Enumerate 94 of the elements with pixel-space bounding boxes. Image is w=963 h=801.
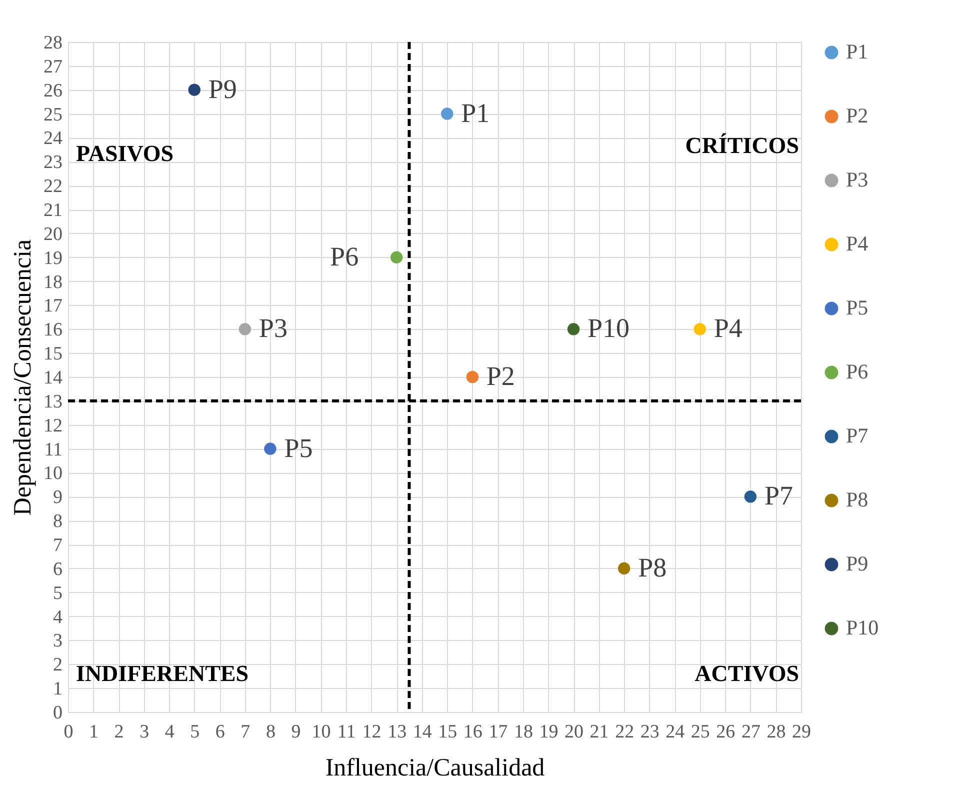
legend-label: P7 — [846, 424, 868, 448]
point — [466, 370, 479, 384]
x-tick-label: 12 — [362, 722, 382, 742]
annotation: PASIVOS — [76, 141, 174, 166]
point — [188, 84, 201, 96]
text: P2 — [486, 361, 515, 391]
text: P1 — [461, 98, 490, 128]
y-tick-label: 8 — [53, 511, 62, 532]
y-tick-label: 27 — [44, 56, 62, 78]
y-tick-label: 23 — [44, 152, 62, 174]
y-tick-label: 25 — [44, 104, 62, 126]
x-tick-label: 8 — [266, 722, 276, 742]
y-tick-label: 5 — [53, 582, 62, 604]
y-tick-label: 13 — [44, 391, 62, 412]
y-tick-label: 4 — [53, 606, 63, 628]
x-tick-label: 20 — [564, 722, 584, 742]
y-tick-label: 17 — [44, 296, 62, 317]
y-tick-label: 7 — [53, 535, 62, 556]
y-tick-label: 10 — [44, 463, 62, 484]
x-tick-label: 21 — [590, 722, 609, 742]
x-tick-label: 11 — [337, 722, 356, 742]
point — [618, 562, 630, 575]
x-tick-label: 1 — [89, 722, 99, 742]
legend-label: P9 — [846, 552, 868, 576]
point — [441, 108, 454, 120]
y-tick-label: 16 — [44, 320, 62, 341]
annotation: INDIFERENTES — [76, 661, 249, 686]
point — [390, 251, 403, 264]
y-tick-label: 22 — [44, 176, 62, 198]
text: P10 — [588, 313, 630, 344]
x-tick-label: 7 — [240, 722, 250, 742]
point — [264, 442, 276, 455]
text: P6 — [330, 241, 359, 272]
y-tick-label: 15 — [44, 344, 62, 365]
y-tick-label: 28 — [44, 32, 62, 54]
legend-label: P6 — [846, 360, 868, 384]
y-tick-label: 20 — [44, 224, 62, 245]
x-tick-label: 6 — [215, 722, 225, 742]
legend-label: P1 — [846, 40, 868, 64]
x-tick-label: 18 — [514, 722, 533, 742]
legend-label: P4 — [846, 232, 869, 256]
x-tick-label: 25 — [690, 722, 710, 742]
legend-label: P3 — [846, 168, 868, 192]
point — [744, 490, 757, 503]
y-tick-label: 9 — [53, 487, 62, 508]
x-tick-label: 19 — [539, 722, 558, 742]
y-tick-label: 6 — [53, 558, 62, 580]
y-tick-label: 12 — [44, 415, 62, 436]
point — [238, 323, 252, 336]
text: P8 — [638, 552, 667, 582]
y-tick-label: 11 — [44, 439, 62, 460]
annotation: CRÍTICOS — [685, 133, 799, 158]
legend-label: P2 — [846, 104, 868, 128]
legend-label: P5 — [846, 296, 868, 320]
x-tick-label: 10 — [312, 722, 331, 742]
x-tick-label: 28 — [766, 722, 786, 742]
y-tick-label: 19 — [44, 248, 62, 269]
y-tick-label: 21 — [44, 200, 62, 221]
y-tick-label: 24 — [44, 128, 63, 150]
x-tick-label: 22 — [615, 722, 634, 742]
y-tick-label: 14 — [44, 368, 63, 388]
x-tick-label: 27 — [741, 722, 760, 742]
x-tick-label: 15 — [438, 722, 458, 742]
x-tick-label: 13 — [388, 722, 407, 742]
y-tick-label: 0 — [53, 702, 62, 724]
x-tick-label: 17 — [488, 722, 508, 742]
x-tick-label: 29 — [792, 722, 811, 742]
y-tick-label: 1 — [53, 678, 62, 700]
point — [567, 323, 580, 336]
y-tick-label: 26 — [44, 80, 62, 102]
x-tick-label: 26 — [716, 722, 736, 742]
x-axis-title: Influencia/Causalidad — [325, 754, 546, 782]
point — [694, 323, 706, 336]
text: P4 — [714, 313, 742, 344]
y-tick-label: 18 — [44, 272, 62, 293]
legend-label: P8 — [846, 488, 868, 512]
y-tick-label: 2 — [53, 654, 62, 676]
y-tick-label: 3 — [53, 630, 62, 652]
x-tick-label: 2 — [114, 722, 124, 742]
text: P3 — [258, 313, 288, 344]
x-tick-label: 3 — [140, 722, 150, 742]
x-tick-label: 14 — [412, 722, 432, 742]
legend-label: P10 — [846, 616, 879, 640]
x-tick-label: 5 — [190, 722, 200, 742]
annotation: ACTIVOS — [694, 661, 799, 686]
x-tick-label: 4 — [164, 722, 175, 742]
x-tick-label: 16 — [463, 722, 482, 742]
x-tick-label: 24 — [666, 722, 686, 742]
text: P7 — [764, 480, 793, 511]
y-axis-title: Dependencia/Consecuencia — [10, 239, 36, 516]
text: P5 — [284, 432, 313, 463]
x-tick-label: 9 — [291, 722, 301, 742]
x-tick-label: 23 — [640, 722, 660, 742]
text: P9 — [208, 74, 237, 104]
